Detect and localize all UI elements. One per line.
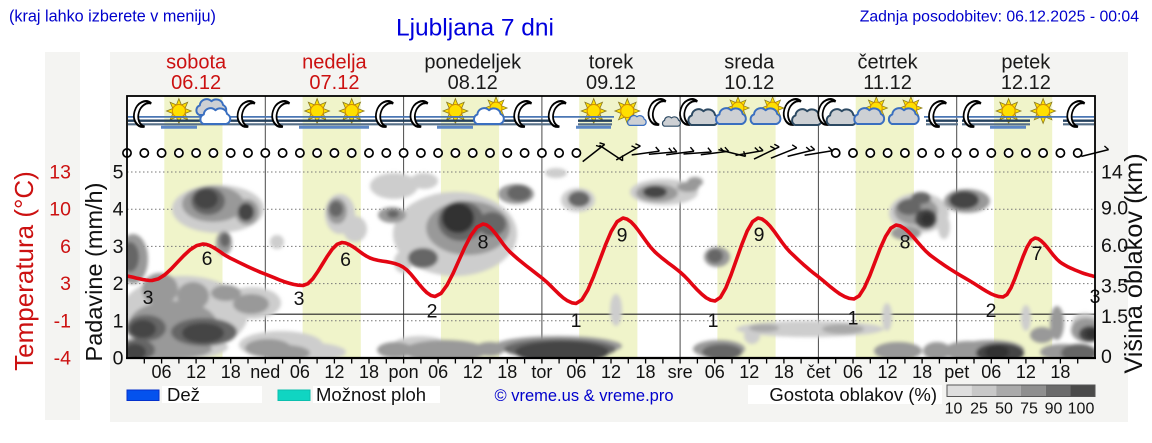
- svg-text:Možnost ploh: Možnost ploh: [316, 384, 426, 405]
- svg-text:8: 8: [900, 232, 911, 254]
- svg-text:12: 12: [186, 362, 206, 382]
- svg-text:50: 50: [995, 401, 1013, 418]
- svg-text:06.12: 06.12: [171, 72, 221, 94]
- svg-text:sre: sre: [668, 362, 693, 382]
- svg-text:Temperatura (°C): Temperatura (°C): [9, 171, 39, 371]
- svg-text:sreda: sreda: [724, 52, 775, 74]
- svg-text:3.5: 3.5: [1101, 276, 1128, 298]
- svg-text:0: 0: [1101, 346, 1112, 368]
- svg-text:1: 1: [113, 310, 124, 332]
- svg-text:pon: pon: [389, 362, 419, 382]
- svg-text:3: 3: [60, 273, 71, 295]
- svg-text:8: 8: [478, 232, 489, 254]
- svg-text:100: 100: [1068, 401, 1095, 418]
- svg-text:18: 18: [774, 362, 794, 382]
- svg-text:9: 9: [617, 225, 628, 247]
- svg-text:11.12: 11.12: [863, 72, 912, 94]
- svg-text:3: 3: [143, 287, 154, 309]
- svg-text:12: 12: [878, 362, 898, 382]
- svg-text:Padavine (mm/h): Padavine (mm/h): [81, 183, 107, 362]
- svg-text:12.12: 12.12: [1001, 72, 1051, 94]
- svg-text:12: 12: [739, 362, 759, 382]
- svg-text:9.0: 9.0: [1101, 198, 1128, 220]
- svg-text:18: 18: [1050, 362, 1070, 382]
- svg-text:18: 18: [636, 362, 656, 382]
- svg-text:5: 5: [113, 162, 124, 184]
- svg-text:sobota: sobota: [166, 52, 227, 74]
- svg-text:25: 25: [970, 401, 988, 418]
- svg-text:10: 10: [49, 199, 71, 221]
- svg-text:06: 06: [290, 362, 310, 382]
- svg-text:petek: petek: [1001, 52, 1051, 74]
- svg-text:08.12: 08.12: [448, 72, 498, 94]
- svg-text:12: 12: [324, 362, 344, 382]
- svg-text:13: 13: [49, 162, 71, 184]
- svg-text:06: 06: [843, 362, 863, 382]
- svg-text:9: 9: [754, 224, 765, 246]
- svg-text:6.0: 6.0: [1101, 235, 1128, 257]
- svg-text:torek: torek: [589, 52, 634, 74]
- svg-text:2: 2: [113, 273, 124, 295]
- svg-text:ponedeljek: ponedeljek: [424, 52, 522, 74]
- svg-text:tor: tor: [531, 362, 552, 382]
- svg-text:nedelja: nedelja: [302, 52, 367, 74]
- svg-text:6: 6: [60, 236, 71, 258]
- svg-text:10.12: 10.12: [724, 72, 774, 94]
- svg-text:12: 12: [1016, 362, 1036, 382]
- svg-text:pet: pet: [944, 362, 969, 382]
- svg-text:75: 75: [1020, 401, 1038, 418]
- svg-text:Gostota oblakov (%): Gostota oblakov (%): [769, 384, 937, 405]
- svg-text:Dež: Dež: [167, 384, 200, 405]
- svg-text:06: 06: [566, 362, 586, 382]
- svg-text:06: 06: [705, 362, 725, 382]
- svg-text:7: 7: [1032, 243, 1043, 265]
- svg-text:2: 2: [427, 301, 438, 323]
- svg-text:1: 1: [708, 310, 719, 332]
- svg-text:18: 18: [359, 362, 379, 382]
- svg-text:0: 0: [113, 348, 124, 370]
- svg-text:09.12: 09.12: [586, 72, 636, 94]
- svg-text:ned: ned: [250, 362, 280, 382]
- svg-text:2: 2: [986, 300, 997, 322]
- svg-text:06: 06: [428, 362, 448, 382]
- svg-text:06: 06: [152, 362, 172, 382]
- svg-text:-4: -4: [54, 348, 71, 370]
- svg-text:četrtek: četrtek: [858, 52, 919, 74]
- svg-text:12: 12: [601, 362, 621, 382]
- svg-text:4: 4: [113, 199, 124, 221]
- svg-text:-1: -1: [54, 310, 71, 332]
- svg-text:10: 10: [945, 401, 963, 418]
- svg-text:Višina oblakov (km): Višina oblakov (km): [1120, 153, 1148, 373]
- svg-text:1.5: 1.5: [1101, 306, 1128, 328]
- svg-text:3: 3: [294, 288, 305, 310]
- svg-text:Ljubljana 7 dni: Ljubljana 7 dni: [396, 15, 554, 42]
- svg-text:Zadnja posodobitev: 06.12.2025: Zadnja posodobitev: 06.12.2025 - 00:04: [860, 9, 1140, 26]
- svg-text:06: 06: [981, 362, 1001, 382]
- svg-text:18: 18: [221, 362, 241, 382]
- svg-text:18: 18: [497, 362, 517, 382]
- svg-text:1: 1: [848, 308, 859, 330]
- svg-text:(kraj lahko izberete v meniju): (kraj lahko izberete v meniju): [9, 8, 216, 26]
- svg-text:6: 6: [340, 249, 351, 271]
- svg-text:čet: čet: [806, 362, 830, 382]
- svg-text:12: 12: [463, 362, 483, 382]
- svg-text:© vreme.us & vreme.pro: © vreme.us & vreme.pro: [494, 387, 673, 405]
- svg-text:07.12: 07.12: [309, 72, 359, 94]
- svg-text:1: 1: [571, 310, 582, 332]
- svg-text:18: 18: [912, 362, 932, 382]
- svg-text:3: 3: [113, 236, 124, 258]
- svg-text:90: 90: [1045, 401, 1063, 418]
- svg-text:14: 14: [1101, 162, 1123, 184]
- svg-text:6: 6: [202, 248, 213, 270]
